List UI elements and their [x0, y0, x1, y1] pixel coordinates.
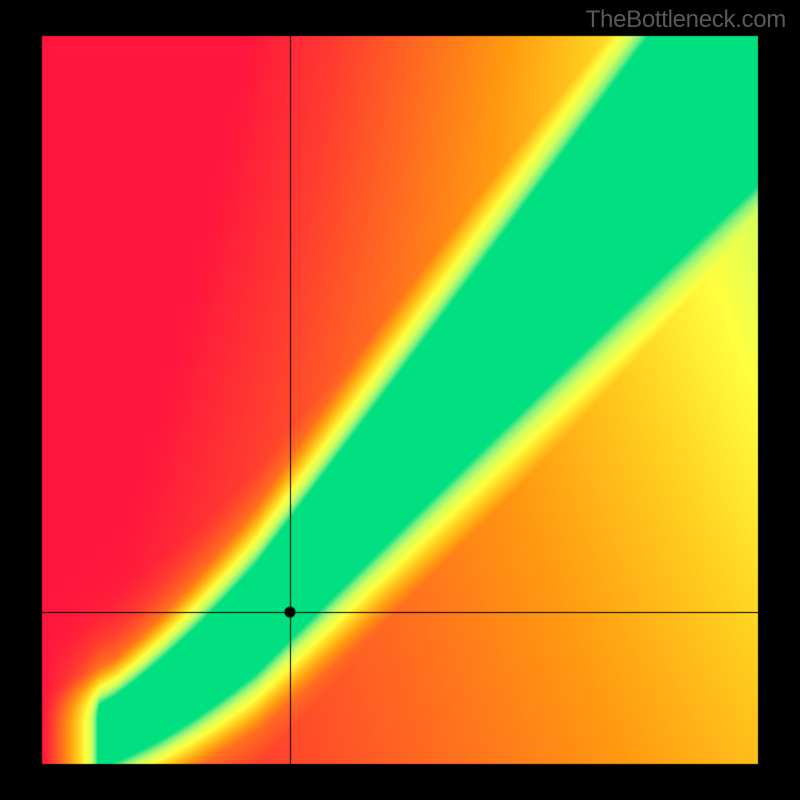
chart-container: TheBottleneck.com [0, 0, 800, 800]
watermark-text: TheBottleneck.com [586, 6, 786, 34]
heatmap-canvas [0, 0, 800, 800]
